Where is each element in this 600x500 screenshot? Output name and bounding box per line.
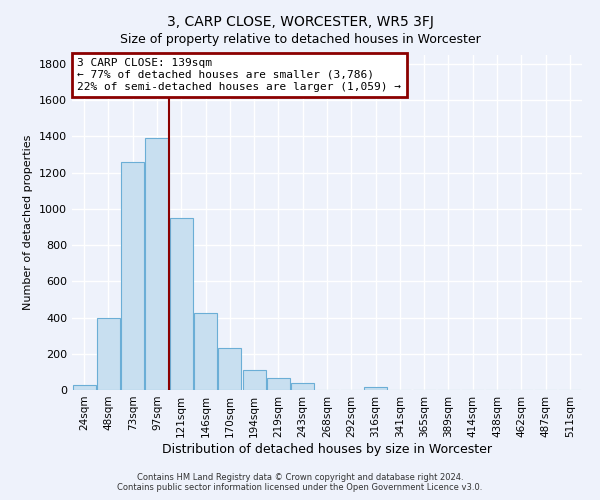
Bar — [97, 318, 120, 390]
Bar — [218, 348, 241, 390]
Bar — [267, 378, 290, 390]
Text: Contains HM Land Registry data © Crown copyright and database right 2024.
Contai: Contains HM Land Registry data © Crown c… — [118, 473, 482, 492]
Bar — [145, 138, 169, 390]
Text: Size of property relative to detached houses in Worcester: Size of property relative to detached ho… — [119, 32, 481, 46]
Bar — [73, 386, 95, 390]
Bar — [364, 388, 387, 390]
Bar — [291, 383, 314, 390]
Y-axis label: Number of detached properties: Number of detached properties — [23, 135, 34, 310]
Text: 3, CARP CLOSE, WORCESTER, WR5 3FJ: 3, CARP CLOSE, WORCESTER, WR5 3FJ — [167, 15, 433, 29]
Text: 3 CARP CLOSE: 139sqm
← 77% of detached houses are smaller (3,786)
22% of semi-de: 3 CARP CLOSE: 139sqm ← 77% of detached h… — [77, 58, 401, 92]
Bar — [242, 370, 266, 390]
X-axis label: Distribution of detached houses by size in Worcester: Distribution of detached houses by size … — [162, 442, 492, 456]
Bar — [121, 162, 144, 390]
Bar — [170, 218, 193, 390]
Bar — [194, 313, 217, 390]
